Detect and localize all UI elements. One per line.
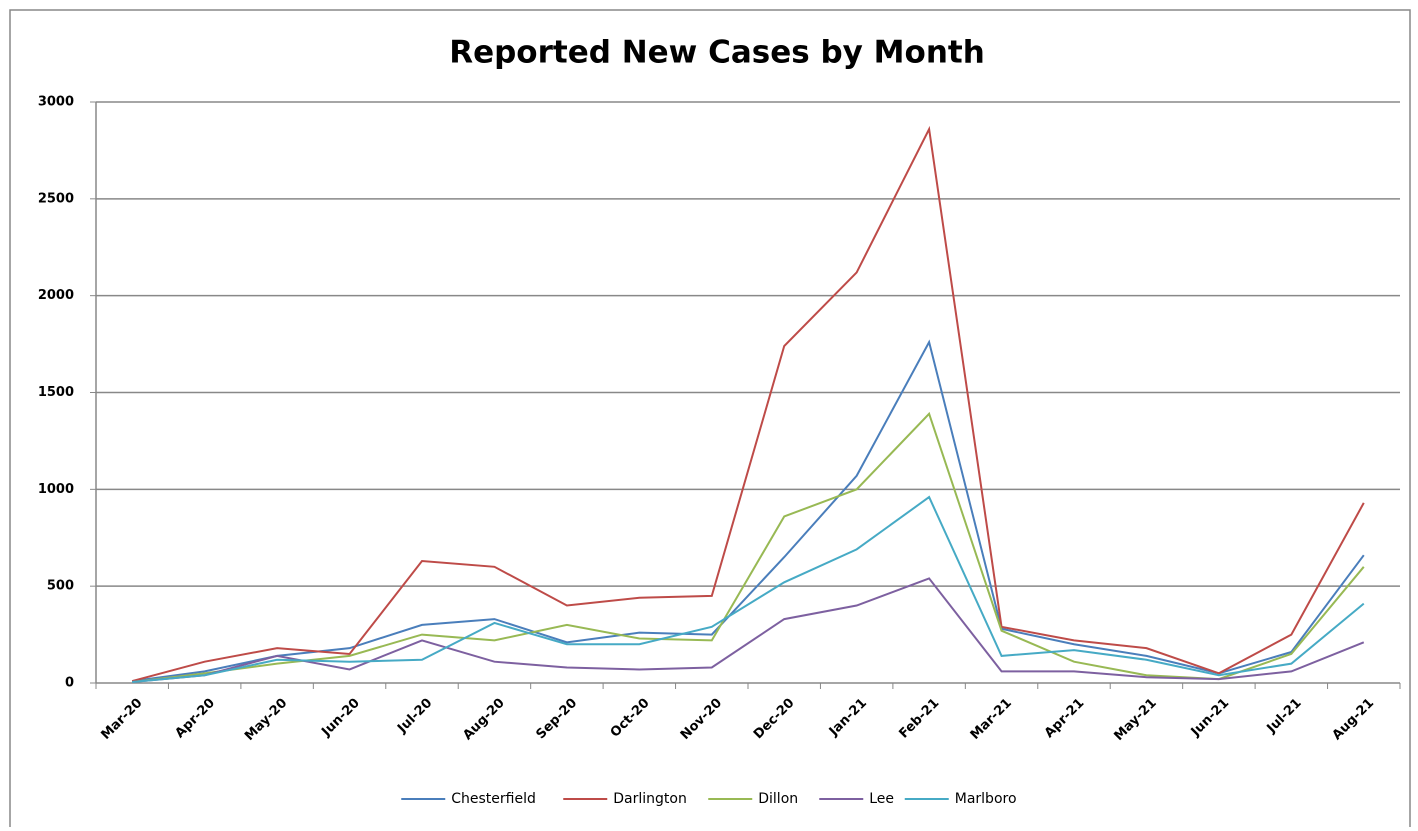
legend-label: Lee [869,791,894,807]
series-line [131,125,1365,683]
series-line [132,495,1365,684]
y-tick-label: 0 [65,676,74,691]
series-line [132,577,1365,684]
chart-frame [9,9,1411,831]
y-tick-label: 1500 [38,385,74,400]
y-tick-label: 3000 [38,95,74,110]
chart-title: Reported New Cases by Month [449,35,985,71]
y-tick-label: 2500 [38,191,74,206]
legend-label: Chesterfield [451,791,536,807]
legend-label: Darlington [613,791,687,807]
y-tick-label: 500 [47,579,74,594]
series-line [132,411,1365,684]
legend-label: Dillon [758,791,798,807]
legend-label: Marlboro [955,791,1017,807]
y-tick-label: 2000 [38,288,74,303]
y-tick-label: 1000 [38,482,74,497]
series-line [132,339,1365,683]
